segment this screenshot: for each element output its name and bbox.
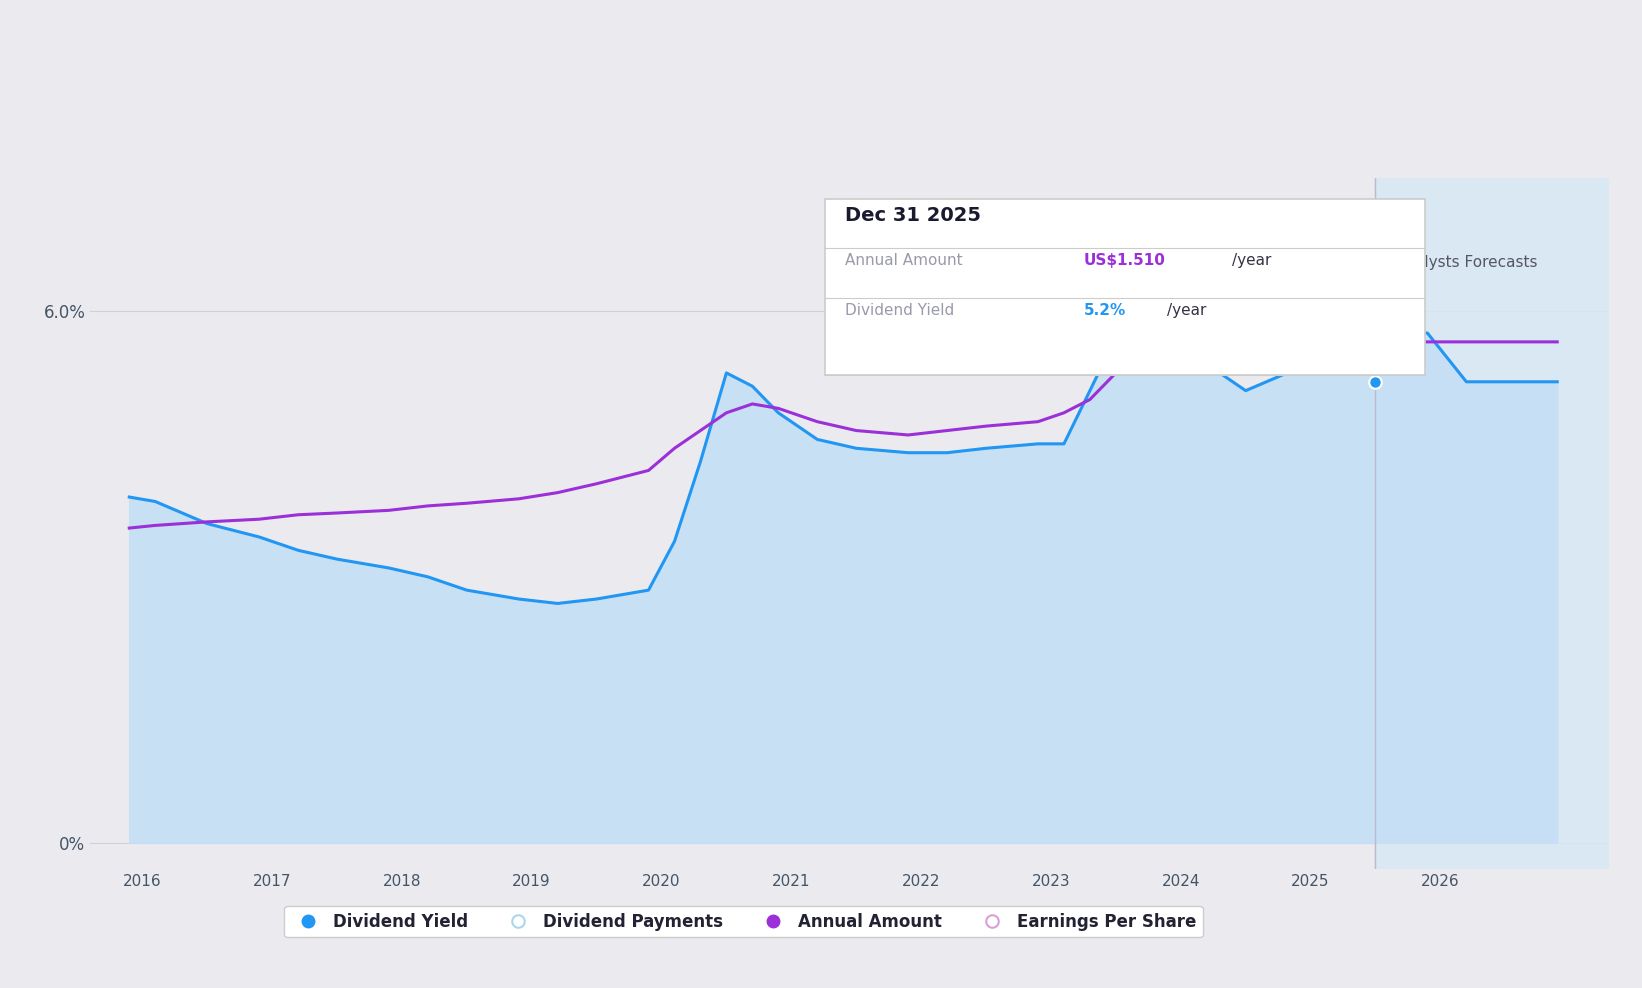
Text: Dec 31 2025: Dec 31 2025 — [846, 206, 982, 224]
Text: Analysts Forecasts: Analysts Forecasts — [1396, 255, 1537, 270]
Text: Annual Amount: Annual Amount — [846, 253, 962, 268]
Text: 5.2%: 5.2% — [1084, 303, 1126, 318]
Text: /year: /year — [1167, 303, 1207, 318]
Text: US$1.510: US$1.510 — [1084, 253, 1166, 268]
Bar — [1376, 178, 1609, 869]
Text: Past: Past — [1323, 255, 1356, 270]
Text: Dividend Yield: Dividend Yield — [846, 303, 954, 318]
FancyBboxPatch shape — [826, 199, 1425, 375]
Legend: Dividend Yield, Dividend Payments, Annual Amount, Earnings Per Share: Dividend Yield, Dividend Payments, Annua… — [284, 906, 1202, 938]
Text: /year: /year — [1233, 253, 1273, 268]
